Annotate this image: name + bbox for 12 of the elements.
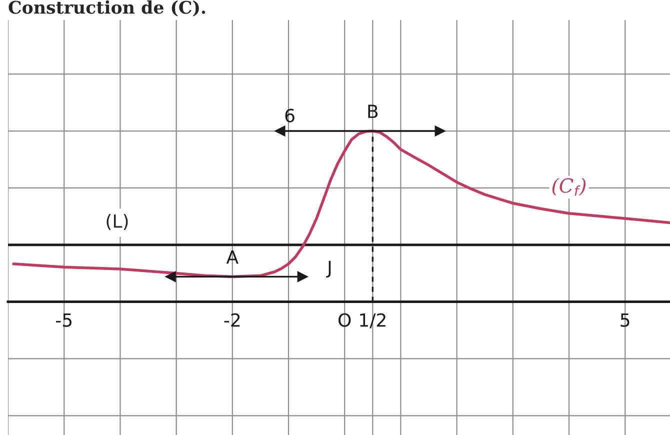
x-tick-label: 1/2 xyxy=(360,313,386,328)
annotation: B xyxy=(368,104,378,118)
x-tick-label: -2 xyxy=(224,313,240,327)
x-tick-label: -5 xyxy=(56,313,72,327)
annotation: J xyxy=(326,260,331,278)
annotation: A xyxy=(226,250,238,264)
annotation: 6 xyxy=(285,108,294,122)
ref-line-label: (L) xyxy=(106,214,128,230)
chart-title: Construction de (C). xyxy=(8,0,206,16)
x-tick-label: O xyxy=(338,313,351,327)
series-label: (C$_{f}$) xyxy=(552,178,586,196)
x-tick-label: 5 xyxy=(620,313,630,327)
